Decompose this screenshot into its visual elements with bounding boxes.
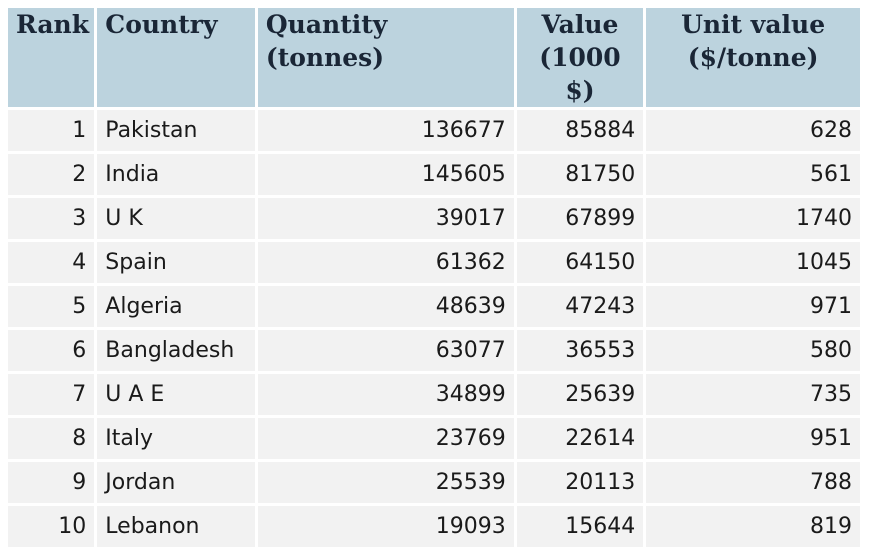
rank-cell: 1: [8, 110, 95, 151]
unit-value-cell: 819: [646, 506, 860, 547]
quantity-cell: 136677: [257, 110, 514, 151]
value-cell: 47243: [516, 286, 644, 327]
unit-value-cell: 1740: [646, 198, 860, 239]
rank-cell: 8: [8, 418, 95, 459]
table-row: 3 U K 39017 67899 1740: [8, 198, 860, 239]
value-cell: 81750: [516, 154, 644, 195]
table-row: 10 Lebanon 19093 15644 819: [8, 506, 860, 547]
rank-cell: 5: [8, 286, 95, 327]
rank-cell: 2: [8, 154, 95, 195]
unit-value-cell: 971: [646, 286, 860, 327]
rank-cell: 7: [8, 374, 95, 415]
header-row: Rank Country Quantity (tonnes) Value (10…: [8, 8, 860, 107]
header-value-line2: (1000 $): [539, 43, 621, 105]
quantity-cell: 23769: [257, 418, 514, 459]
country-cell: Jordan: [97, 462, 255, 503]
unit-value-cell: 788: [646, 462, 860, 503]
rank-cell: 9: [8, 462, 95, 503]
table-row: 7 U A E 34899 25639 735: [8, 374, 860, 415]
country-cell: India: [97, 154, 255, 195]
value-cell: 85884: [516, 110, 644, 151]
unit-value-cell: 951: [646, 418, 860, 459]
quantity-cell: 19093: [257, 506, 514, 547]
unit-value-cell: 735: [646, 374, 860, 415]
value-cell: 22614: [516, 418, 644, 459]
header-country: Country: [97, 8, 255, 107]
unit-value-cell: 628: [646, 110, 860, 151]
header-rank: Rank: [8, 8, 95, 107]
unit-value-cell: 561: [646, 154, 860, 195]
table-row: 1 Pakistan 136677 85884 628: [8, 110, 860, 151]
header-quantity: Quantity (tonnes): [257, 8, 514, 107]
rank-cell: 6: [8, 330, 95, 371]
quantity-cell: 34899: [257, 374, 514, 415]
country-cell: Bangladesh: [97, 330, 255, 371]
ranking-table-container: Rank Country Quantity (tonnes) Value (10…: [8, 8, 860, 550]
value-cell: 67899: [516, 198, 644, 239]
header-value-line1: Value: [541, 10, 619, 39]
table-row: 8 Italy 23769 22614 951: [8, 418, 860, 459]
quantity-cell: 25539: [257, 462, 514, 503]
value-cell: 15644: [516, 506, 644, 547]
unit-value-cell: 1045: [646, 242, 860, 283]
quantity-cell: 39017: [257, 198, 514, 239]
table-row: 5 Algeria 48639 47243 971: [8, 286, 860, 327]
country-cell: Italy: [97, 418, 255, 459]
table-row: 2 India 145605 81750 561: [8, 154, 860, 195]
country-cell: Algeria: [97, 286, 255, 327]
header-unit-line1: Unit value: [681, 10, 826, 39]
value-cell: 20113: [516, 462, 644, 503]
quantity-cell: 61362: [257, 242, 514, 283]
table-row: 9 Jordan 25539 20113 788: [8, 462, 860, 503]
country-cell: Pakistan: [97, 110, 255, 151]
value-cell: 25639: [516, 374, 644, 415]
unit-value-cell: 580: [646, 330, 860, 371]
ranking-table: Rank Country Quantity (tonnes) Value (10…: [5, 5, 863, 550]
quantity-cell: 63077: [257, 330, 514, 371]
country-cell: Spain: [97, 242, 255, 283]
country-cell: U A E: [97, 374, 255, 415]
country-cell: U K: [97, 198, 255, 239]
table-row: 4 Spain 61362 64150 1045: [8, 242, 860, 283]
value-cell: 36553: [516, 330, 644, 371]
country-cell: Lebanon: [97, 506, 255, 547]
header-value: Value (1000 $): [516, 8, 644, 107]
rank-cell: 4: [8, 242, 95, 283]
rank-cell: 3: [8, 198, 95, 239]
header-unit-line2: ($/tonne): [687, 43, 819, 72]
quantity-cell: 145605: [257, 154, 514, 195]
rank-cell: 10: [8, 506, 95, 547]
header-unit-value: Unit value ($/tonne): [646, 8, 860, 107]
table-row: 6 Bangladesh 63077 36553 580: [8, 330, 860, 371]
quantity-cell: 48639: [257, 286, 514, 327]
value-cell: 64150: [516, 242, 644, 283]
